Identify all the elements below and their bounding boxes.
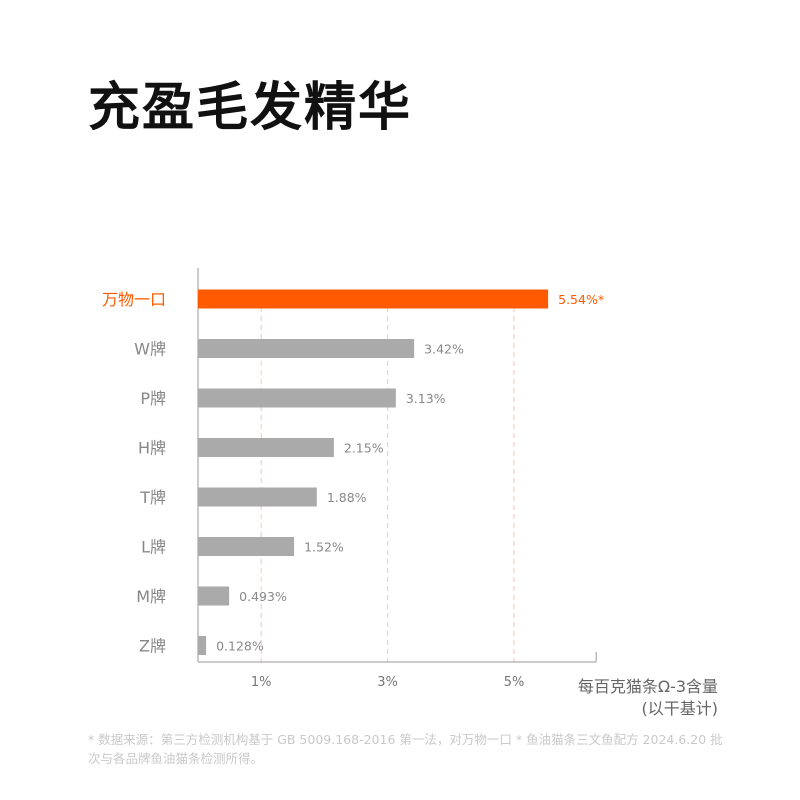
- category-label-3: H牌: [138, 439, 166, 458]
- page-title: 充盈毛发精华: [88, 78, 413, 138]
- value-label-0: 5.54%*: [558, 292, 604, 307]
- x-tick-label-5: 5%: [504, 675, 525, 690]
- value-label-5: 1.52%: [304, 540, 344, 555]
- bar-6: [198, 586, 230, 606]
- value-label-3: 2.15%: [344, 441, 384, 456]
- x-axis-label-line1: 每百克猫条Ω-3含量: [577, 677, 718, 696]
- value-label-7: 0.128%: [216, 639, 264, 654]
- value-label-4: 1.88%: [327, 490, 367, 505]
- category-label-4: T牌: [139, 488, 166, 507]
- data-source-footnote: * 数据来源：第三方检测机构基于 GB 5009.168-2016 第一法，对万…: [88, 732, 723, 766]
- category-label-1: W牌: [134, 340, 166, 359]
- category-label-2: P牌: [140, 389, 166, 408]
- bar-5: [198, 537, 295, 556]
- value-label-2: 3.13%: [406, 391, 446, 406]
- value-label-6: 0.493%: [239, 589, 287, 604]
- x-tick-label-1: 1%: [251, 675, 272, 690]
- bar-1: [198, 339, 415, 358]
- bar-4: [198, 487, 317, 507]
- x-axis-label-line2: (以干基计): [641, 699, 719, 718]
- x-axis-label: 每百克猫条Ω-3含量 (以干基计): [578, 676, 718, 720]
- bar-7: [198, 636, 207, 655]
- x-tick-label-3: 3%: [377, 675, 398, 690]
- value-label-1: 3.42%: [424, 342, 464, 357]
- category-label-6: M牌: [136, 587, 166, 606]
- bar-3: [198, 438, 334, 457]
- bar-0: [198, 289, 549, 309]
- category-label-0: 万物一口: [102, 290, 166, 309]
- bar-2: [198, 388, 396, 408]
- category-label-5: L牌: [141, 538, 166, 557]
- category-label-7: Z牌: [139, 637, 166, 656]
